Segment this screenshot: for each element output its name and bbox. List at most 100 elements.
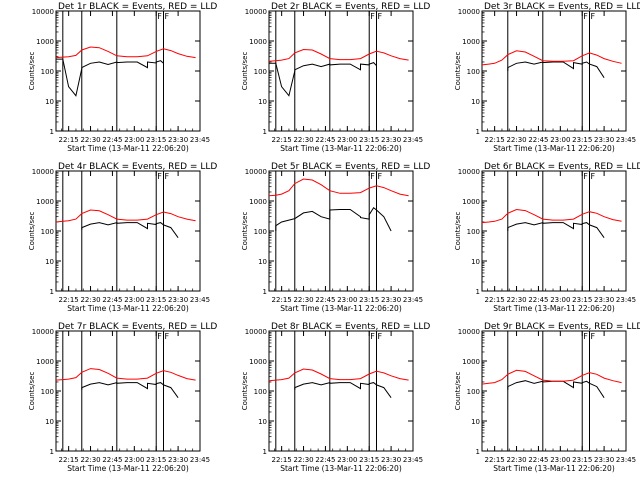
- y-tick-label: 100: [41, 228, 54, 236]
- x-tick-label: 23:15: [359, 136, 379, 144]
- y-tick-label: 1: [263, 288, 267, 296]
- plot-frame: [481, 170, 627, 292]
- x-axis-label: Start Time (13-Mar-11 22:06:20): [493, 144, 615, 153]
- x-tick-label: 23:45: [616, 136, 636, 144]
- chart-panel: Det 9r BLACK = Events, RED = LLD 1 10 100 10…: [426, 320, 640, 480]
- x-axis-label: Start Time (13-Mar-11 22:06:20): [280, 144, 402, 153]
- y-tick-label: 1000: [36, 358, 54, 366]
- x-tick-label: 22:30: [506, 296, 526, 304]
- x-tick-label: 22:30: [80, 456, 100, 464]
- x-tick-label: 23:30: [168, 296, 188, 304]
- y-axis-label: Counts/sec: [454, 372, 462, 411]
- x-tick-label: 22:30: [506, 136, 526, 144]
- y-tick-label: 1: [263, 448, 267, 456]
- event-marker-label: F: [370, 12, 375, 21]
- series-black-events: [81, 381, 179, 398]
- plot-frame: [481, 10, 627, 132]
- x-tick-label: 23:30: [381, 136, 401, 144]
- x-tick-label: 22:45: [528, 296, 548, 304]
- series-black-events: [294, 381, 392, 398]
- chart-svg: Det 2r BLACK = Events, RED = LLD 1 10 100 10…: [241, 2, 430, 153]
- y-tick-label: 10000: [32, 328, 54, 336]
- chart-title: Det 5r BLACK = Events, RED = LLD: [271, 162, 430, 172]
- x-tick-label: 23:30: [594, 136, 614, 144]
- y-tick-label: 10: [471, 418, 480, 426]
- y-tick-label: 100: [41, 68, 54, 76]
- x-tick-label: 23:00: [550, 296, 570, 304]
- chart-title: Det 1r BLACK = Events, RED = LLD: [58, 2, 217, 12]
- x-tick-label: 23:15: [572, 136, 592, 144]
- x-tick-label: 22:30: [80, 136, 100, 144]
- x-tick-label: 23:00: [124, 136, 144, 144]
- x-tick-label: 23:30: [381, 296, 401, 304]
- chart-title: Det 3r BLACK = Events, RED = LLD: [484, 2, 640, 12]
- x-axis-label: Start Time (13-Mar-11 22:06:20): [280, 464, 402, 473]
- x-tick-label: 23:45: [403, 136, 423, 144]
- x-tick-label: 23:45: [403, 296, 423, 304]
- x-axis-label: Start Time (13-Mar-11 22:06:20): [280, 304, 402, 313]
- event-marker-label: F: [165, 12, 170, 21]
- y-tick-label: 10000: [458, 328, 480, 336]
- event-marker-label: F: [591, 332, 596, 341]
- series-red-lld: [481, 50, 622, 66]
- x-tick-label: 23:15: [146, 136, 166, 144]
- y-tick-label: 1: [263, 128, 267, 136]
- event-marker-label: F: [165, 332, 170, 341]
- event-marker-label: F: [157, 332, 162, 341]
- x-tick-label: 23:00: [124, 296, 144, 304]
- series-red-lld: [481, 208, 622, 224]
- x-tick-label: 22:30: [293, 296, 313, 304]
- chart-panel: Det 4r BLACK = Events, RED = LLD 1 10 100 10…: [0, 160, 217, 320]
- plot-frame: [55, 330, 201, 452]
- chart-panel: Det 1r BLACK = Events, RED = LLD 1 10 100 10…: [0, 0, 217, 160]
- event-marker-label: F: [378, 172, 383, 181]
- event-marker-label: F: [370, 332, 375, 341]
- plot-frame: [55, 170, 201, 292]
- y-axis-label: Counts/sec: [454, 212, 462, 251]
- event-marker-label: F: [165, 172, 170, 181]
- y-tick-label: 1: [476, 128, 480, 136]
- chart-svg: Det 6r BLACK = Events, RED = LLD 1 10 100 10…: [454, 162, 640, 313]
- plot-frame: [55, 10, 201, 132]
- series-black-events: [275, 206, 392, 232]
- chart-title: Det 4r BLACK = Events, RED = LLD: [58, 162, 217, 172]
- x-tick-label: 22:15: [485, 136, 505, 144]
- y-tick-label: 10000: [245, 328, 267, 336]
- y-tick-label: 1: [476, 288, 480, 296]
- y-tick-label: 100: [467, 68, 480, 76]
- x-tick-label: 23:45: [190, 296, 210, 304]
- x-tick-label: 22:30: [80, 296, 100, 304]
- x-tick-label: 23:45: [616, 296, 636, 304]
- x-axis-label: Start Time (13-Mar-11 22:06:20): [493, 464, 615, 473]
- plot-frame: [268, 10, 414, 132]
- chart-panel: Det 2r BLACK = Events, RED = LLD 1 10 100 10…: [213, 0, 430, 160]
- x-tick-label: 23:15: [359, 456, 379, 464]
- x-axis-label: Start Time (13-Mar-11 22:06:20): [67, 464, 189, 473]
- x-tick-label: 23:45: [190, 456, 210, 464]
- event-marker-label: F: [591, 12, 596, 21]
- y-tick-label: 100: [254, 388, 267, 396]
- x-tick-label: 22:45: [102, 296, 122, 304]
- event-marker-label: F: [583, 332, 588, 341]
- x-tick-label: 23:00: [337, 456, 357, 464]
- chart-panel: Det 7r BLACK = Events, RED = LLD 1 10 100 10…: [0, 320, 217, 480]
- x-tick-label: 23:00: [337, 136, 357, 144]
- y-tick-label: 10: [45, 98, 54, 106]
- x-tick-label: 23:15: [146, 296, 166, 304]
- y-axis-label: Counts/sec: [28, 212, 36, 251]
- x-tick-label: 22:45: [102, 136, 122, 144]
- y-tick-label: 10000: [245, 8, 267, 16]
- y-axis-label: Counts/sec: [241, 212, 249, 251]
- plot-frame: [481, 330, 627, 452]
- chart-title: Det 6r BLACK = Events, RED = LLD: [484, 162, 640, 172]
- y-tick-label: 10: [258, 258, 267, 266]
- x-tick-label: 23:00: [124, 456, 144, 464]
- series-black-events: [507, 221, 605, 238]
- x-tick-label: 23:00: [337, 296, 357, 304]
- series-red-lld: [55, 368, 196, 381]
- x-tick-label: 22:30: [293, 456, 313, 464]
- event-marker-label: F: [583, 172, 588, 181]
- x-tick-label: 23:45: [616, 456, 636, 464]
- series-red-lld: [55, 46, 196, 59]
- x-tick-label: 23:45: [190, 136, 210, 144]
